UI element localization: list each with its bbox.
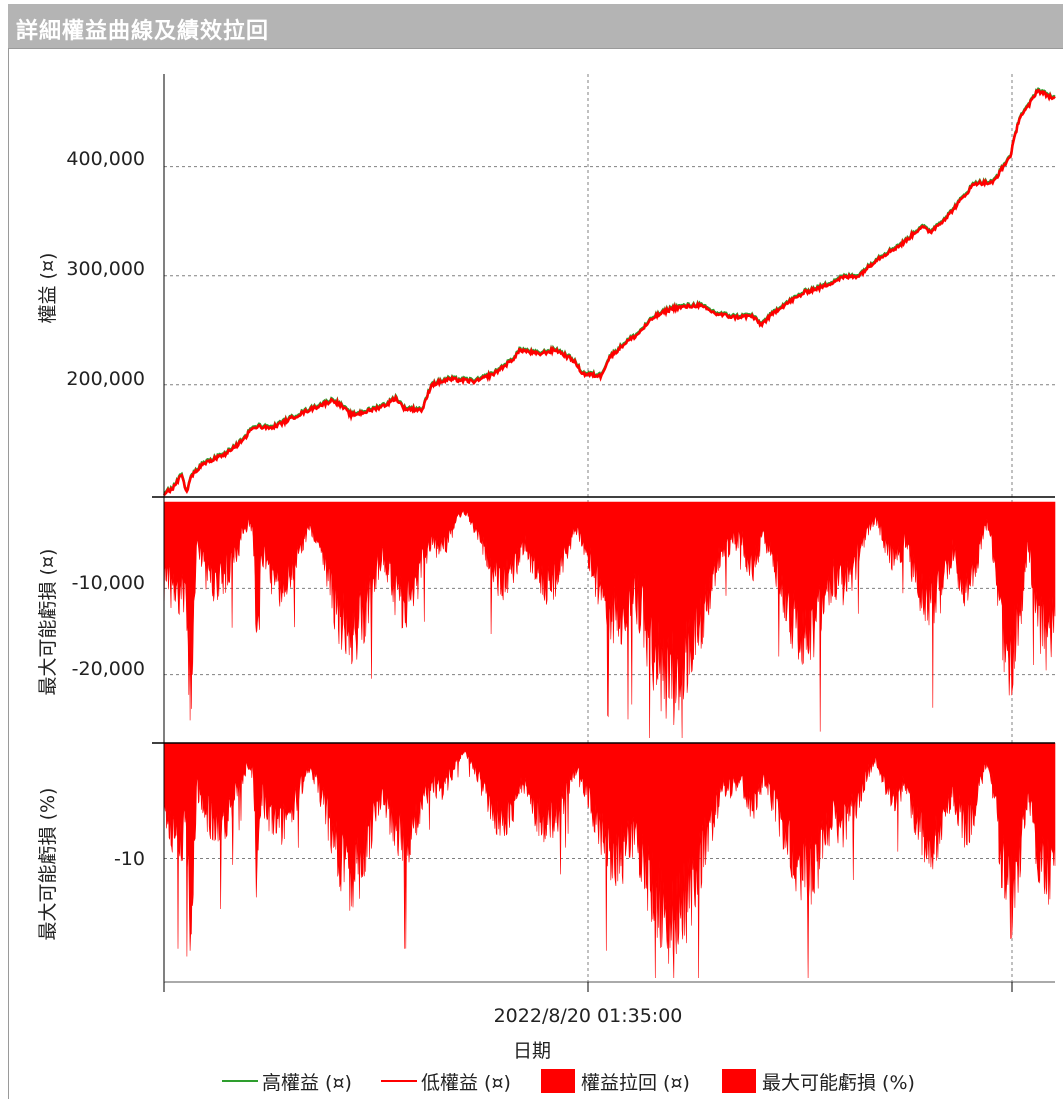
legend-item-drawdown-amount: 權益拉回 (¤) bbox=[541, 1066, 690, 1096]
legend: 高權益 (¤) 低權益 (¤) 權益拉回 (¤) 最大可能虧損 (%) bbox=[0, 1066, 1063, 1096]
plot-frames bbox=[152, 74, 1055, 992]
series-high-equity-line bbox=[163, 87, 1056, 495]
series-drawdown-percent-area bbox=[163, 742, 1056, 979]
y-tick-label: -20,000 bbox=[72, 658, 145, 680]
series-low-equity-line bbox=[162, 88, 1056, 497]
drawdown-fills bbox=[163, 501, 1056, 979]
y-tick-label: -10,000 bbox=[72, 572, 145, 594]
window-title-bar: 詳細權益曲線及績效拉回 bbox=[8, 4, 1063, 49]
legend-item-drawdown-percent: 最大可能虧損 (%) bbox=[722, 1066, 915, 1096]
equity-drawdown-chart: 400,000 300,000 200,000 -10,000 -20,000 … bbox=[37, 74, 1056, 1062]
y-tick-label: -10 bbox=[114, 848, 145, 870]
y-tick-label: 200,000 bbox=[66, 368, 145, 390]
y-axis-label: 最大可能虧損 (¤) bbox=[37, 549, 59, 696]
window-title: 詳細權益曲線及績效拉回 bbox=[16, 19, 270, 44]
legend-swatch bbox=[541, 1069, 575, 1093]
legend-item-high-equity: 高權益 (¤) bbox=[222, 1066, 352, 1096]
legend-label: 低權益 (¤) bbox=[421, 1071, 511, 1094]
x-tick-label: 2022/8/20 01:35:00 bbox=[494, 1005, 683, 1027]
legend-item-low-equity: 低權益 (¤) bbox=[381, 1066, 511, 1096]
y-axis-label: 最大可能虧損 (%) bbox=[37, 788, 59, 941]
series-drawdown-amount-area bbox=[163, 501, 1056, 739]
legend-label: 高權益 (¤) bbox=[262, 1071, 352, 1094]
y-tick-label: 400,000 bbox=[66, 148, 145, 170]
legend-swatch bbox=[381, 1080, 417, 1082]
y-axis-label: 權益 (¤) bbox=[37, 253, 59, 324]
legend-label: 最大可能虧損 (%) bbox=[762, 1071, 915, 1094]
legend-swatch bbox=[222, 1080, 258, 1082]
legend-label: 權益拉回 (¤) bbox=[581, 1071, 690, 1094]
legend-swatch bbox=[722, 1069, 756, 1093]
equity-lines bbox=[162, 87, 1056, 497]
y-tick-label: 300,000 bbox=[66, 258, 145, 280]
x-axis-label: 日期 bbox=[513, 1040, 551, 1062]
frame-border bbox=[8, 48, 9, 1099]
